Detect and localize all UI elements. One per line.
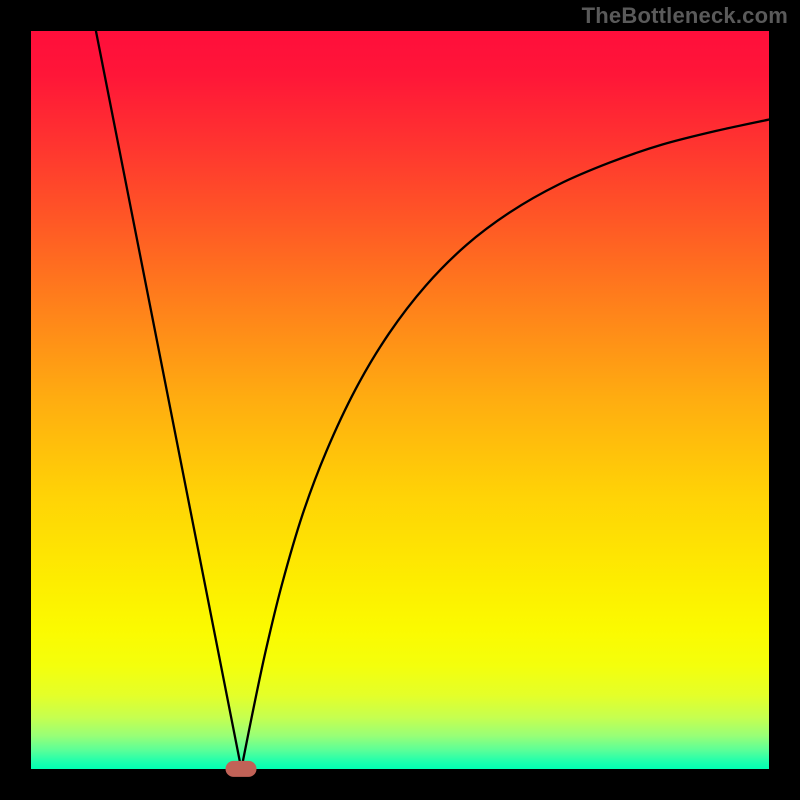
chart-plot-area xyxy=(31,31,769,769)
minimum-marker xyxy=(226,761,257,777)
bottleneck-curve xyxy=(31,31,769,769)
watermark-label: TheBottleneck.com xyxy=(582,3,788,29)
curve-right-branch xyxy=(241,120,769,769)
curve-left-branch xyxy=(96,31,241,769)
